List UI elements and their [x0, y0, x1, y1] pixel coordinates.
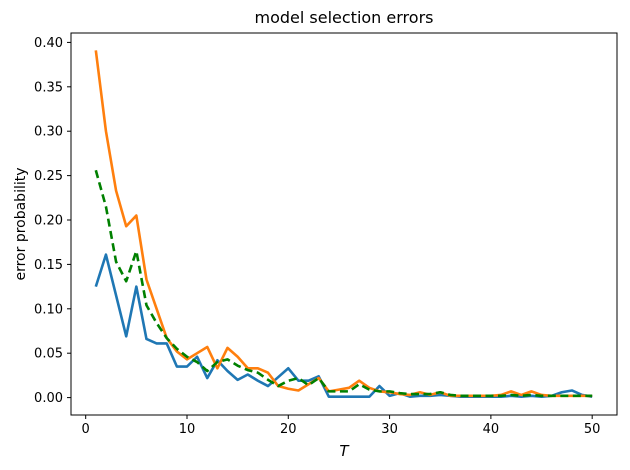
y-axis-tick-label: 0.40 [34, 36, 63, 51]
x-axis-label: T [339, 442, 349, 460]
x-axis-tick-label: 40 [483, 422, 500, 437]
series-line-green-dashed [94, 169, 593, 398]
x-axis-tick-label: 20 [280, 422, 297, 437]
y-axis-tick-label: 0.30 [34, 125, 63, 140]
x-axis-tick-label: 30 [381, 422, 398, 437]
x-axis-tick-label: 10 [179, 422, 196, 437]
y-axis-tick-label: 0.10 [34, 302, 63, 317]
y-axis-tick-label: 0.15 [34, 258, 63, 273]
axes-spines [70, 32, 618, 416]
series-line-blue-solid [94, 253, 593, 399]
y-axis-tick-label: 0.35 [34, 80, 63, 95]
y-axis-tick-label: 0.05 [34, 347, 63, 362]
y-axis-tick-label: 0.20 [34, 214, 63, 229]
x-axis-tick-label: 50 [584, 422, 601, 437]
y-axis-tick-label: 0.25 [34, 169, 63, 184]
x-axis-tick-label: 0 [82, 422, 90, 437]
chart-title: model selection errors [254, 8, 434, 27]
y-axis-tick-label: 0.00 [34, 391, 63, 406]
series-line-orange-solid [94, 50, 593, 398]
